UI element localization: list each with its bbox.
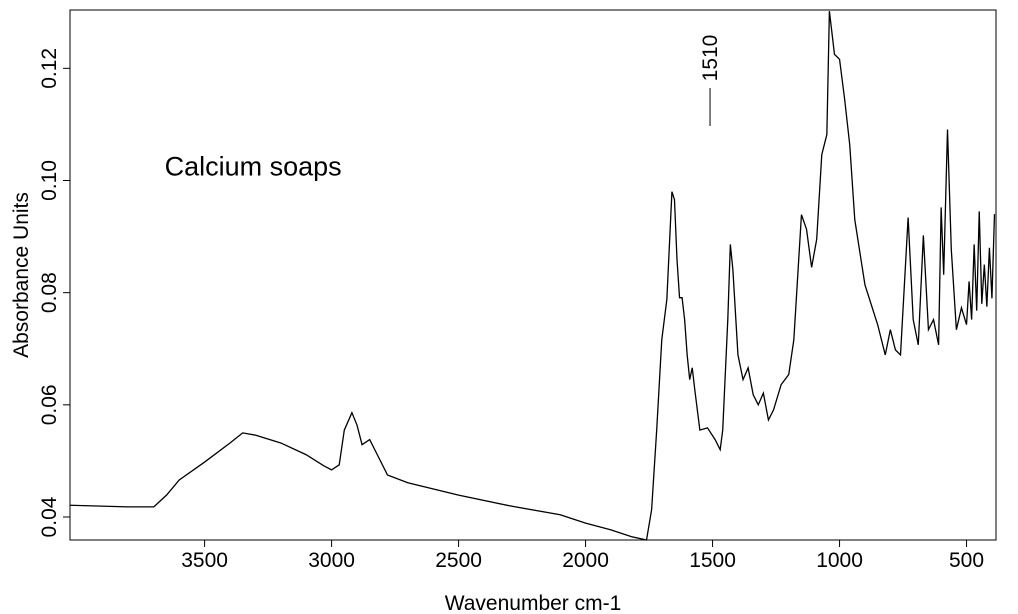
y-tick-label: 0.08 bbox=[38, 272, 61, 313]
annotation: 1510 bbox=[699, 35, 722, 82]
x-tick-label: 3500 bbox=[181, 549, 228, 572]
x-tick-label: 1500 bbox=[689, 549, 736, 572]
y-axis-title: Absorbance Units bbox=[10, 192, 33, 358]
spectrum-line bbox=[69, 11, 996, 541]
y-tick-label: 0.06 bbox=[38, 384, 61, 425]
y-tick-label: 0.10 bbox=[38, 160, 61, 201]
x-tick-label: 500 bbox=[949, 549, 984, 572]
y-tick-label: 0.12 bbox=[38, 48, 61, 89]
y-tick-label: 0.04 bbox=[38, 496, 61, 537]
x-axis-title: Wavenumber cm-1 bbox=[445, 592, 622, 614]
x-tick-label: 2000 bbox=[562, 549, 609, 572]
plot-frame bbox=[69, 9, 997, 541]
x-tick-label: 3000 bbox=[308, 549, 355, 572]
x-tick-label: 1000 bbox=[816, 549, 863, 572]
x-tick-label: 2500 bbox=[435, 549, 482, 572]
annotation: Calcium soaps bbox=[165, 151, 342, 181]
